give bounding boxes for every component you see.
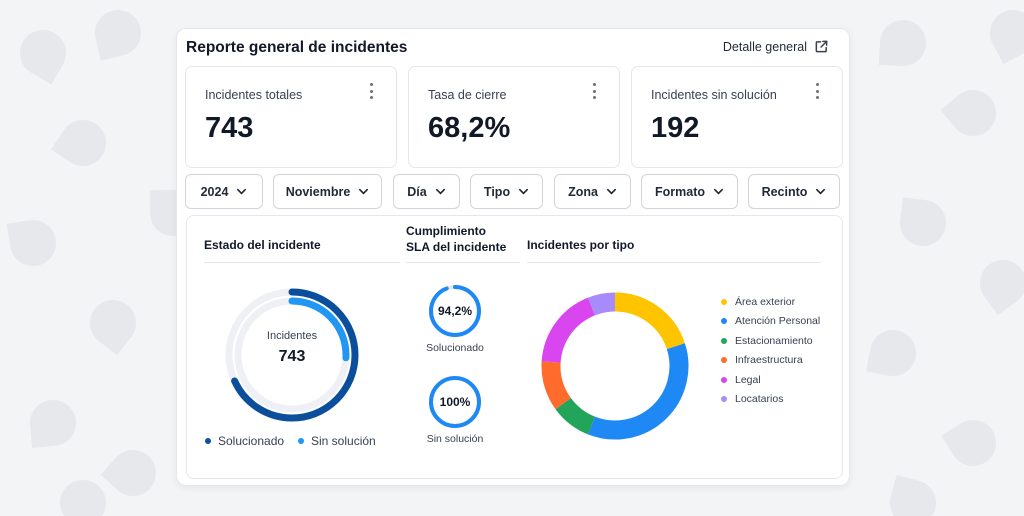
filter-label: Recinto: [761, 184, 808, 199]
chevron-down-icon: [435, 188, 445, 195]
divider: [204, 262, 400, 263]
filter-zone-dropdown[interactable]: Zona: [554, 174, 631, 209]
sla-gauge-solucionado: [429, 285, 481, 337]
sla-caption-sin-solucion: Sin solución: [426, 433, 484, 445]
estado-donut-chart: [225, 288, 359, 422]
tipo-title: Incidentes por tipo: [527, 238, 635, 252]
tipo-donut-chart: [541, 292, 689, 440]
legend-dot: [298, 438, 304, 444]
filter-venue-dropdown[interactable]: Recinto: [748, 174, 840, 209]
filter-day-dropdown[interactable]: Día: [393, 174, 460, 209]
kpi-label: Tasa de cierre: [428, 88, 507, 102]
gauge-arc: [429, 285, 481, 337]
tipo-slice-4: [541, 297, 596, 363]
filter-year-dropdown[interactable]: 2024: [185, 174, 263, 209]
divider: [527, 262, 821, 263]
filter-label: Zona: [568, 184, 598, 199]
sla-value-sin-solucion: 100%: [439, 395, 471, 409]
legend-item: Estacionamiento: [721, 331, 820, 351]
legend-dot: [721, 298, 727, 305]
detail-general-link[interactable]: Detalle general: [723, 39, 829, 54]
legend-label: Área exterior: [735, 295, 796, 308]
filter-label: 2024: [200, 184, 229, 199]
legend-sin-solucion: Sin solución: [298, 434, 376, 448]
estado-title: Estado del incidente: [204, 238, 321, 252]
divider: [406, 262, 520, 263]
legend-label: Solucionado: [218, 434, 285, 448]
detail-link-label: Detalle general: [722, 39, 807, 54]
sla-title: Cumplimiento SLA del incidente: [406, 224, 506, 255]
filter-month-dropdown[interactable]: Noviembre: [273, 174, 382, 209]
sla-caption-solucionado: Solucionado: [426, 342, 484, 354]
kpi-value: 743: [205, 112, 254, 144]
chevron-down-icon: [606, 188, 616, 195]
more-options-icon[interactable]: [812, 83, 822, 99]
legend-item: Infraestructura: [721, 351, 820, 371]
legend-item: Atención Personal: [721, 312, 820, 332]
legend-dot: [721, 318, 727, 325]
legend-dot: [721, 337, 727, 344]
filter-type-dropdown[interactable]: Tipo: [470, 174, 543, 209]
tipo-slice-5: [587, 292, 616, 316]
tipo-slice-3: [541, 361, 572, 410]
filter-label: Día: [407, 184, 427, 199]
more-options-icon[interactable]: [589, 83, 599, 99]
kpi-card-cierre: Tasa de cierre 68,2%: [408, 66, 620, 168]
kpi-card-sin-solucion: Incidentes sin solución 192: [631, 66, 843, 168]
sin-solucion-arc: [234, 297, 350, 413]
legend-item: Área exterior: [721, 292, 820, 312]
external-link-icon: [815, 40, 828, 53]
legend-solucionado: Solucionado: [205, 434, 284, 448]
more-options-icon[interactable]: [366, 83, 376, 99]
filter-label: Tipo: [483, 184, 511, 199]
sla-title-line2: SLA del incidente: [406, 239, 507, 254]
legend-label: Locatarios: [735, 393, 784, 406]
filter-format-dropdown[interactable]: Formato: [641, 174, 738, 209]
estado-center-value: 743: [278, 348, 306, 365]
legend-dot: [721, 376, 727, 383]
sla-gauge-sin-solucion: [429, 376, 481, 428]
chevron-down-icon: [714, 188, 723, 195]
sla-title-line1: Cumplimiento: [406, 224, 486, 238]
chevron-down-icon: [237, 188, 247, 195]
legend-label: Legal: [735, 373, 761, 386]
chevron-down-icon: [359, 188, 369, 195]
filter-label: Noviembre: [285, 184, 351, 199]
charts-card: Estado del incidente Incidentes 743 Solu…: [186, 215, 843, 479]
chevron-down-icon: [816, 188, 826, 195]
filter-label: Formato: [655, 184, 705, 199]
kpi-label: Incidentes sin solución: [651, 88, 777, 102]
gauge-arc: [429, 376, 481, 428]
estado-center: Incidentes 743: [252, 330, 332, 366]
tipo-slice-1: [587, 343, 689, 440]
legend-label: Atención Personal: [735, 315, 821, 328]
sla-value-solucionado: 94,2%: [437, 304, 473, 318]
filter-bar: 2024 Noviembre Día Tipo Zona Formato Rec…: [185, 174, 841, 210]
legend-dot: [205, 438, 211, 444]
kpi-value: 68,2%: [428, 112, 511, 144]
page-title: Reporte general de incidentes: [186, 39, 408, 56]
chevron-down-icon: [519, 188, 529, 195]
legend-label: Estacionamiento: [735, 334, 813, 347]
solucionado-arc: [225, 288, 359, 422]
legend-label: Sin solución: [311, 434, 376, 448]
legend-dot: [721, 396, 727, 403]
kpi-card-total: Incidentes totales 743: [185, 66, 397, 168]
kpi-label: Incidentes totales: [205, 88, 303, 102]
tipo-legend: Área exterior Atención Personal Estacionam…: [721, 292, 820, 409]
legend-item: Locatarios: [721, 390, 820, 410]
report-panel: Reporte general de incidentes Detalle ge…: [176, 28, 850, 486]
kpi-value: 192: [651, 112, 700, 144]
tipo-slice-2: [555, 397, 596, 435]
legend-label: Infraestructura: [735, 354, 803, 367]
tipo-slice-0: [614, 292, 685, 350]
estado-center-label: Incidentes: [266, 330, 318, 342]
legend-item: Legal: [721, 370, 820, 390]
legend-dot: [721, 357, 727, 364]
